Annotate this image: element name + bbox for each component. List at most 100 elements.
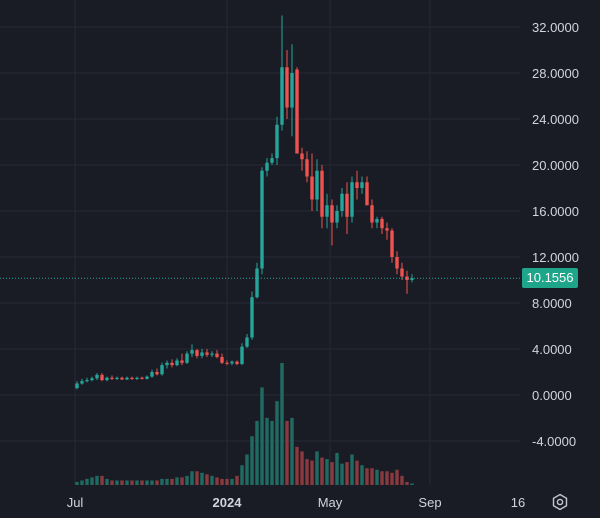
- time-axis[interactable]: Jul 2024 May Sep 16: [67, 495, 526, 510]
- volume-bar: [105, 478, 109, 485]
- volume-bar: [330, 462, 334, 485]
- volume-bar: [220, 478, 224, 485]
- candle-body: [380, 219, 384, 229]
- price-tick-label: 16.0000: [532, 204, 579, 219]
- candle-body: [315, 170, 319, 200]
- volume-bar: [265, 417, 269, 485]
- volume-bar: [315, 451, 319, 485]
- volume-bar: [370, 468, 374, 485]
- candle-body: [335, 211, 339, 223]
- candle-body: [150, 372, 154, 377]
- volume-bars: [75, 363, 414, 485]
- volume-bar: [230, 478, 234, 485]
- volume-bar: [135, 480, 139, 485]
- candle-body: [240, 346, 244, 364]
- price-axis[interactable]: 32.0000 28.0000 24.0000 20.0000 16.0000 12.00…: [532, 20, 579, 449]
- volume-bar: [345, 462, 349, 485]
- volume-bar: [290, 417, 294, 485]
- candle-body: [205, 352, 209, 355]
- candle-body: [100, 374, 104, 381]
- candle-body: [85, 380, 89, 382]
- volume-bar: [270, 420, 274, 485]
- volume-bar: [405, 481, 409, 485]
- candle-body: [260, 170, 264, 269]
- price-tick-label: 28.0000: [532, 66, 579, 81]
- candle-body: [275, 124, 279, 159]
- volume-bar: [180, 477, 184, 485]
- volume-bar: [85, 478, 89, 485]
- candle-body: [105, 377, 109, 381]
- candle-body: [365, 182, 369, 206]
- volume-bar: [120, 480, 124, 485]
- volume-bar: [125, 480, 129, 485]
- candle-body: [95, 374, 99, 379]
- candle-body: [175, 360, 179, 366]
- volume-bar: [115, 480, 119, 485]
- candlesticks: [75, 15, 414, 390]
- volume-bar: [380, 471, 384, 485]
- candle-body: [285, 67, 289, 108]
- price-tick-label: 20.0000: [532, 158, 579, 173]
- price-tick-label: 0.0000: [532, 388, 572, 403]
- volume-bar: [355, 460, 359, 485]
- volume-bar: [275, 401, 279, 485]
- candle-body: [395, 257, 399, 269]
- volume-bar: [305, 459, 309, 485]
- volume-bar: [255, 420, 259, 485]
- volume-bar: [280, 363, 284, 485]
- volume-bar: [90, 477, 94, 485]
- candle-body: [280, 67, 284, 125]
- candle-body: [225, 362, 229, 364]
- candle-body: [120, 377, 124, 380]
- candle-body: [180, 360, 184, 363]
- candle-body: [200, 352, 204, 356]
- time-tick-label: 2024: [213, 495, 243, 510]
- volume-bar: [245, 454, 249, 485]
- candle-body: [155, 372, 159, 375]
- volume-bar: [390, 472, 394, 485]
- volume-bar: [95, 475, 99, 485]
- volume-bar: [250, 436, 254, 485]
- volume-bar: [240, 465, 244, 485]
- time-tick-label: May: [318, 495, 343, 510]
- volume-bar: [260, 387, 264, 485]
- price-tick-label: 8.0000: [532, 296, 572, 311]
- volume-bar: [155, 480, 159, 485]
- volume-bar: [225, 478, 229, 485]
- volume-bar: [395, 469, 399, 485]
- candle-body: [135, 377, 139, 379]
- volume-bar: [295, 446, 299, 485]
- volume-bar: [130, 480, 134, 485]
- candle-body: [295, 69, 299, 154]
- volume-bar: [385, 471, 389, 485]
- gear-icon: [552, 493, 568, 511]
- volume-bar: [140, 480, 144, 485]
- candle-body: [410, 278, 414, 280]
- candle-body: [165, 362, 169, 366]
- candle-body: [255, 268, 259, 298]
- candle-body: [215, 353, 219, 358]
- settings-button[interactable]: [550, 492, 570, 512]
- volume-bar: [400, 475, 404, 485]
- volume-bar: [145, 480, 149, 485]
- candle-body: [185, 353, 189, 363]
- candle-body: [245, 337, 249, 347]
- candle-body: [350, 182, 354, 217]
- price-tick-label: 12.0000: [532, 250, 579, 265]
- candle-body: [340, 193, 344, 211]
- candle-body: [90, 378, 94, 381]
- candle-body: [130, 377, 134, 379]
- candle-body: [170, 362, 174, 366]
- volume-bar: [310, 460, 314, 485]
- candle-body: [195, 350, 199, 356]
- volume-bar: [100, 475, 104, 485]
- volume-bar: [210, 475, 214, 485]
- candle-body: [325, 205, 329, 217]
- candle-body: [210, 353, 214, 355]
- time-tick-label: 16: [511, 495, 525, 510]
- candle-body: [345, 193, 349, 217]
- time-tick-label: Sep: [418, 495, 441, 510]
- candle-body: [110, 377, 114, 379]
- candle-body: [370, 205, 374, 223]
